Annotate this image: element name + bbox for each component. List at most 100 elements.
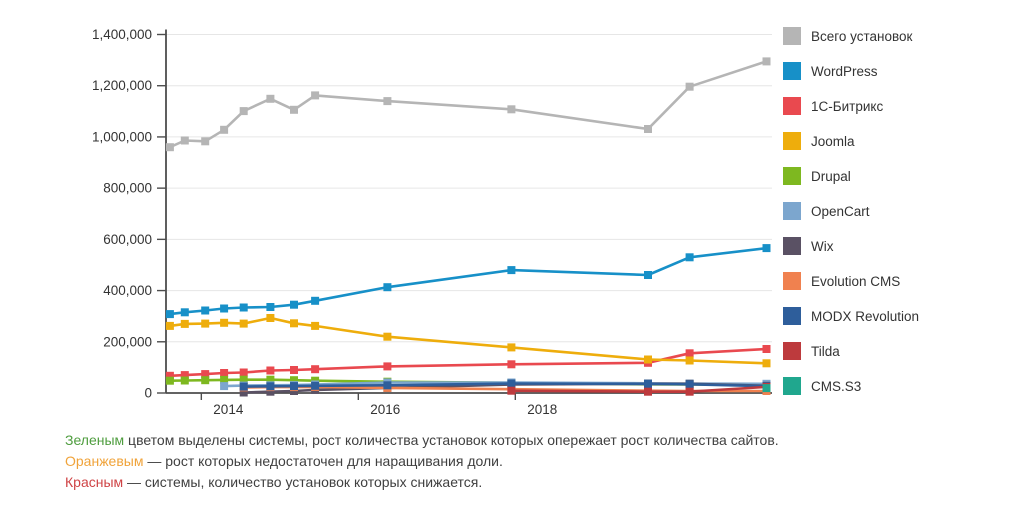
chart-plot-area: 0 200,000 400,000 600,000 800,000 1,000,000 1,…	[92, 27, 772, 417]
data-point-drupal	[266, 375, 275, 384]
series-line-bitrix	[169, 347, 767, 378]
data-point-joomla	[507, 343, 516, 352]
legend-swatch-cms-s3	[783, 377, 801, 395]
data-point-bitrix	[165, 371, 174, 380]
data-point-wordpress	[685, 253, 694, 262]
series-wordpress	[165, 244, 771, 319]
legend-item-drupal[interactable]: Drupal	[783, 167, 1013, 185]
data-point-bitrix	[383, 362, 392, 371]
cms-installs-line-chart: 0 200,000 400,000 600,000 800,000 1,000,000 1,…	[92, 27, 772, 417]
legend-label-opencart: OpenCart	[811, 203, 870, 219]
data-point-total	[685, 82, 694, 91]
data-point-bitrix	[311, 365, 320, 374]
data-point-joomla	[266, 314, 275, 322]
data-point-joomla	[311, 321, 320, 330]
legend-label-drupal: Drupal	[811, 168, 851, 184]
legend-swatch-evolution-cms	[783, 272, 801, 290]
y-tick-label: 200,000	[103, 334, 152, 349]
legend-item-wix[interactable]: Wix	[783, 237, 1013, 255]
data-point-bitrix	[220, 369, 229, 377]
data-point-tilda	[685, 387, 694, 396]
legend-item-tilda[interactable]: Tilda	[783, 342, 1013, 360]
note-orange: Оранжевым — рост которых недостаточен дл…	[65, 451, 965, 472]
data-point-wordpress	[762, 244, 771, 253]
note-orange-text: — рост которых недостаточен для наращива…	[143, 453, 503, 469]
data-point-modx-revolution	[685, 380, 694, 389]
x-tick-label: 2014	[213, 402, 244, 417]
note-red-text: — системы, количество установок которых …	[123, 474, 483, 490]
legend-swatch-wordpress	[783, 62, 801, 80]
note-green-word: Зеленым	[65, 432, 125, 448]
legend-label-bitrix: 1С-Битрикс	[811, 98, 884, 114]
data-point-total	[290, 105, 298, 114]
y-tick-label: 800,000	[103, 181, 152, 196]
x-axis-labels: 2014 2016 2018	[200, 393, 557, 417]
data-point-joomla	[644, 355, 652, 364]
legend-item-wordpress[interactable]: WordPress	[783, 62, 1013, 80]
series-line-wordpress	[169, 246, 767, 316]
data-point-bitrix	[239, 368, 248, 377]
legend-item-modx-revolution[interactable]: MODX Revolution	[783, 307, 1013, 325]
data-point-wordpress	[266, 303, 275, 311]
x-tick-label: 2016	[370, 402, 400, 417]
legend-item-joomla[interactable]: Joomla	[783, 132, 1013, 150]
legend-item-evolution-cms[interactable]: Evolution CMS	[783, 272, 1013, 290]
data-point-bitrix	[507, 360, 516, 369]
legend-item-opencart[interactable]: OpenCart	[783, 202, 1013, 220]
data-point-wordpress	[239, 303, 248, 312]
data-point-bitrix	[290, 366, 298, 374]
note-green: Зеленым цветом выделены системы, рост ко…	[65, 430, 965, 451]
data-point-joomla	[220, 318, 229, 327]
data-point-wordpress	[383, 283, 392, 292]
note-orange-word: Оранжевым	[65, 453, 144, 469]
data-point-total	[220, 125, 229, 134]
legend-swatch-total	[783, 27, 801, 45]
data-point-wordpress	[311, 296, 320, 305]
legend-swatch-modx-revolution	[783, 307, 801, 325]
legend-item-total[interactable]: Всего установок	[783, 27, 1013, 45]
data-point-drupal	[290, 376, 298, 385]
data-point-bitrix	[685, 349, 694, 358]
legend-label-evolution-cms: Evolution CMS	[811, 273, 901, 289]
gridlines	[166, 34, 772, 343]
y-tick-label: 1,000,000	[92, 129, 152, 144]
data-point-wix	[266, 387, 275, 396]
data-point-modx-revolution	[311, 381, 320, 390]
note-red: Красным — системы, количество установок …	[65, 472, 965, 493]
note-red-word: Красным	[65, 474, 124, 490]
series-bitrix	[165, 345, 771, 380]
data-point-joomla	[180, 319, 189, 328]
y-axis-labels: 0 200,000 400,000 600,000 800,000 1,000,000 1,…	[92, 27, 166, 401]
series-line-tilda	[511, 385, 767, 394]
data-point-joomla	[165, 321, 174, 330]
note-green-text: цветом выделены системы, рост количества…	[124, 432, 779, 448]
legend-label-cms-s3: CMS.S3	[811, 378, 862, 394]
series-cms-s3	[762, 384, 771, 393]
data-point-modx-revolution	[644, 380, 652, 388]
data-point-cms-s3	[762, 384, 771, 393]
legend-label-wix: Wix	[811, 238, 834, 254]
data-point-joomla	[290, 319, 298, 328]
data-point-bitrix	[180, 371, 189, 380]
data-point-wordpress	[290, 300, 298, 309]
data-point-modx-revolution	[290, 382, 298, 391]
chart-legend: Всего установок WordPress 1С-Битрикс Joomla…	[783, 27, 1013, 412]
legend-swatch-drupal	[783, 167, 801, 185]
legend-item-bitrix[interactable]: 1С-Битрикс	[783, 97, 1013, 115]
y-tick-label: 600,000	[103, 232, 152, 247]
data-point-wordpress	[180, 308, 189, 317]
data-point-modx-revolution	[266, 382, 275, 391]
legend-item-cms-s3[interactable]: CMS.S3	[783, 377, 1013, 395]
data-point-bitrix	[266, 366, 275, 375]
series-joomla	[165, 314, 771, 368]
y-tick-label: 0	[144, 386, 152, 401]
legend-swatch-tilda	[783, 342, 801, 360]
data-point-drupal	[180, 376, 189, 385]
data-point-wordpress	[644, 271, 652, 279]
data-point-modx-revolution	[239, 382, 248, 391]
data-point-wordpress	[507, 266, 516, 275]
data-point-opencart	[220, 382, 229, 391]
series-line-total	[169, 60, 767, 149]
data-point-drupal	[220, 375, 229, 384]
